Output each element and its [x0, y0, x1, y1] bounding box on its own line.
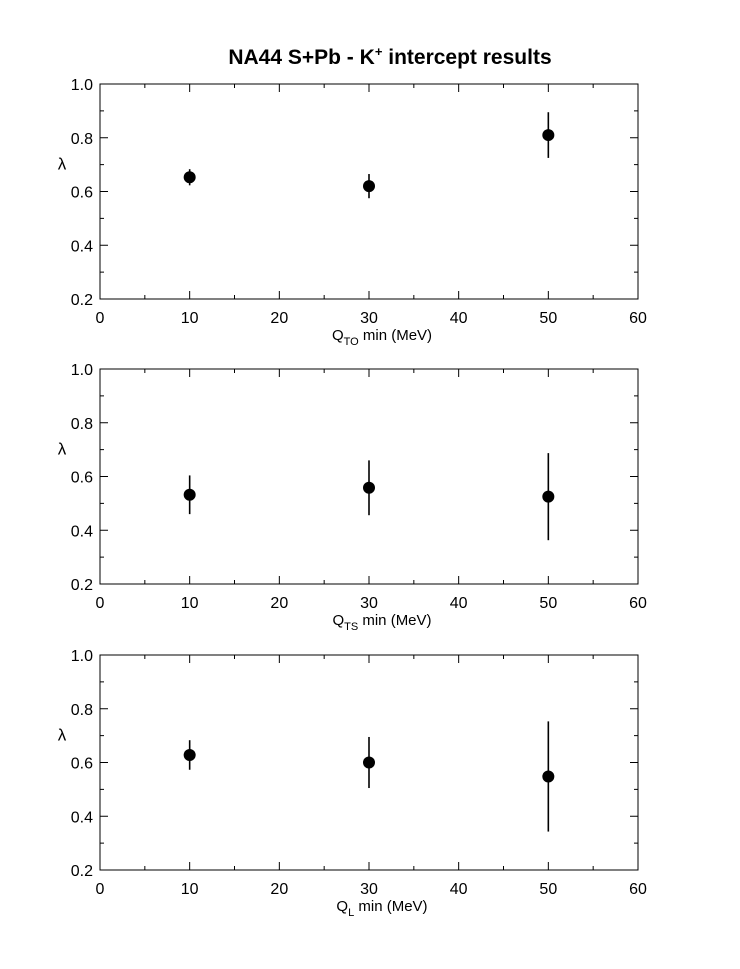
y-tick-label: 0.8	[71, 131, 93, 148]
x-tick-label: 20	[270, 881, 288, 898]
x-axis-label-subscript: L	[348, 907, 354, 919]
x-tick-label: 50	[539, 881, 557, 898]
x-tick-label: 0	[96, 881, 105, 898]
y-tick-label: 0.6	[71, 756, 93, 773]
x-tick-label: 0	[96, 310, 105, 327]
data-point	[183, 488, 196, 501]
data-point	[183, 748, 196, 761]
x-tick-label: 50	[539, 310, 557, 327]
data-point	[363, 481, 375, 494]
x-tick-label: 50	[539, 595, 557, 612]
chart-title: NA44 S+Pb - K+ intercept results	[0, 44, 740, 70]
data-point	[183, 171, 196, 184]
x-tick-label: 60	[629, 595, 647, 612]
y-tick-label: 0.4	[71, 238, 93, 255]
x-tick-label: 40	[450, 310, 468, 327]
chart-title-text: NA44 S+Pb - K	[228, 46, 375, 69]
chart-title-superscript: +	[374, 44, 383, 59]
y-tick-label: 0.8	[71, 416, 93, 433]
x-axis-label-units: min (MeV)	[358, 612, 431, 629]
chart-panel-2: 0 10 20 30 40 50 60 0.2 0.4 0.6 0.8 1.0 λ QTS min (Me…	[58, 362, 647, 633]
x-tick-label: 0	[96, 595, 105, 612]
y-tick-label: 0.2	[71, 577, 93, 594]
x-tick-label: 30	[360, 595, 378, 612]
data-point	[542, 129, 555, 142]
data-point	[542, 770, 555, 783]
chart-title-suffix: intercept results	[382, 46, 552, 69]
x-axis-label-subscript: TO	[344, 336, 360, 348]
y-axis-label: λ	[58, 726, 67, 745]
x-tick-label: 40	[450, 595, 468, 612]
y-tick-label: 0.4	[71, 809, 93, 826]
x-tick-label: 10	[181, 595, 199, 612]
x-axis-label-subscript: TS	[344, 621, 358, 633]
x-axis-label: QL min (MeV)	[336, 898, 427, 919]
data-point	[363, 756, 375, 769]
x-axis-label: QTS min (MeV)	[332, 612, 431, 633]
chart-panel-1: 0 10 20 30 40 50 60 0.2 0.4 0.6 0.8 1.0 λ QTO min (Me…	[58, 77, 647, 348]
x-tick-label: 10	[181, 310, 199, 327]
y-axis-label: λ	[58, 440, 67, 459]
y-tick-label: 1.0	[71, 362, 93, 379]
x-tick-label: 60	[629, 881, 647, 898]
x-tick-label: 20	[270, 595, 288, 612]
y-tick-label: 0.8	[71, 702, 93, 719]
y-tick-label: 1.0	[71, 648, 93, 665]
y-tick-label: 0.2	[71, 292, 93, 309]
data-point	[363, 180, 375, 193]
x-tick-label: 40	[450, 881, 468, 898]
y-axis-label: λ	[58, 155, 67, 174]
data-point	[542, 490, 555, 503]
y-tick-label: 0.6	[71, 185, 93, 202]
x-axis-label-units: min (MeV)	[359, 327, 432, 344]
y-tick-label: 1.0	[71, 77, 93, 94]
chart-panel-3: 0 10 20 30 40 50 60 0.2 0.4 0.6 0.8 1.0 λ QL min (MeV…	[58, 648, 647, 919]
y-tick-label: 0.4	[71, 523, 93, 540]
x-axis-label-units: min (MeV)	[354, 898, 427, 915]
x-tick-label: 60	[629, 310, 647, 327]
x-axis-label: QTO min (MeV)	[332, 327, 432, 348]
x-tick-label: 20	[270, 310, 288, 327]
y-tick-label: 0.2	[71, 863, 93, 880]
x-axis-label-main: Q	[332, 612, 344, 629]
x-tick-label: 30	[360, 310, 378, 327]
x-tick-label: 10	[181, 881, 199, 898]
x-tick-label: 30	[360, 881, 378, 898]
y-tick-label: 0.6	[71, 470, 93, 487]
x-axis-label-main: Q	[332, 327, 344, 344]
x-axis-label-main: Q	[336, 898, 348, 915]
